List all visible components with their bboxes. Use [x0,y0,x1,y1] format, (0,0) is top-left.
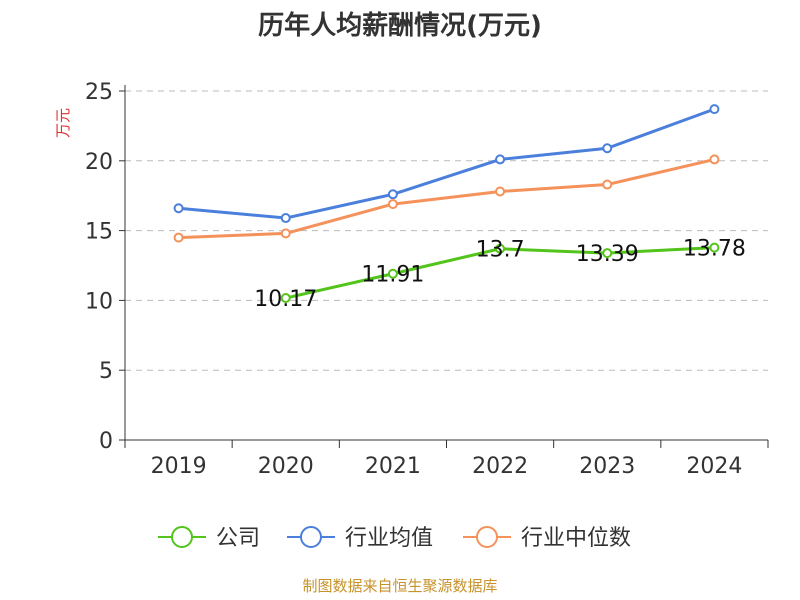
legend-label: 行业中位数 [521,526,631,551]
data-point[interactable] [280,228,291,239]
y-tick-label: 20 [85,150,113,175]
axes: 0 5 10 15 20 25 2019 2020 2021 2022 2023 2024 [85,80,769,479]
legend-marker [476,526,498,548]
series-line-1 [178,107,715,220]
legend-item-0[interactable]: 公司 [158,526,260,551]
gridlines [125,90,768,371]
x-tick-label: 2022 [472,454,528,479]
data-point[interactable] [709,242,720,253]
data-label: 13.78 [683,237,746,262]
data-point[interactable] [280,213,291,224]
data-point[interactable] [602,248,613,259]
x-tick-label: 2023 [579,454,635,479]
x-tick-label: 2024 [686,454,742,479]
y-tick-label: 0 [99,429,113,454]
data-point[interactable] [387,268,398,279]
data-point[interactable] [495,154,506,165]
x-tick-label: 2021 [365,454,421,479]
data-label: 13.39 [576,242,639,267]
legend-item-1[interactable]: 行业均值 [287,526,433,551]
series-layer [173,104,720,304]
data-point[interactable] [602,143,613,154]
data-point[interactable] [387,189,398,200]
legend-label: 公司 [216,526,260,551]
legend-marker [300,526,322,548]
data-point[interactable] [495,186,506,197]
data-point[interactable] [495,243,506,254]
data-point[interactable] [602,179,613,190]
data-point[interactable] [173,232,184,243]
series-line-2 [178,157,715,240]
y-tick-label: 15 [85,220,113,245]
y-axis-label: 万元 [54,108,72,138]
legend-label: 行业均值 [345,526,433,551]
legend-marker [171,526,193,548]
legend-item-2[interactable]: 行业中位数 [463,526,631,551]
data-labels: 10.17 11.91 13.7 13.39 13.78 [254,237,746,312]
data-label: 13.7 [476,238,525,263]
data-label: 10.17 [254,287,317,312]
x-tick-label: 2019 [151,454,207,479]
source-note: 制图数据来自恒生聚源数据库 [302,577,497,595]
data-point[interactable] [709,104,720,115]
x-tick-label: 2020 [258,454,314,479]
data-point[interactable] [173,203,184,214]
chart-title: 历年人均薪酬情况(万元) [258,10,542,41]
data-point[interactable] [280,293,291,304]
legend[interactable]: 公司 行业均值 行业中位数 [158,526,631,551]
data-point[interactable] [709,154,720,165]
data-point[interactable] [387,199,398,210]
data-label: 11.91 [361,263,424,288]
y-tick-label: 5 [99,359,113,384]
y-tick-label: 25 [85,80,113,105]
y-tick-label: 10 [85,289,113,314]
